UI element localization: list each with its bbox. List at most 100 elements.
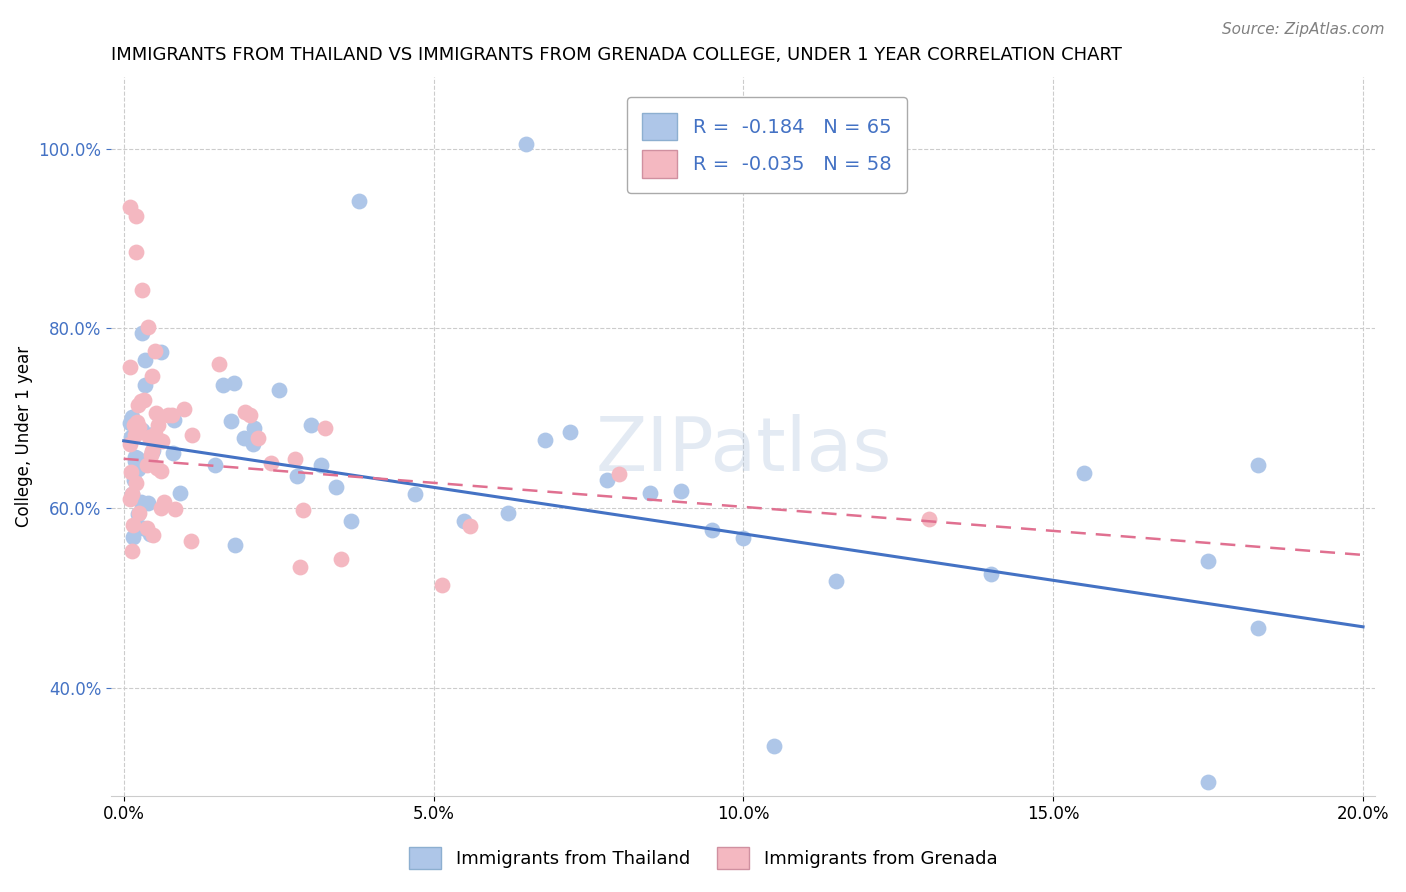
Point	[118, 200, 141, 214]
Point	[128, 420, 150, 434]
Point	[169, 486, 191, 500]
Point	[596, 473, 619, 487]
Point	[118, 492, 141, 507]
Point	[131, 393, 153, 408]
Point	[163, 501, 186, 516]
Point	[120, 430, 142, 444]
Point	[127, 462, 149, 476]
Point	[702, 523, 724, 537]
Point	[125, 209, 148, 223]
Point	[136, 496, 159, 510]
Point	[267, 383, 290, 397]
Point	[142, 528, 165, 542]
Point	[142, 442, 165, 457]
Point	[141, 369, 163, 384]
Point	[496, 506, 519, 520]
Point	[347, 194, 370, 208]
Point	[825, 574, 848, 588]
Point	[124, 418, 146, 433]
Point	[162, 446, 184, 460]
Point	[640, 485, 662, 500]
Text: ZIPatlas: ZIPatlas	[595, 414, 891, 487]
Text: Source: ZipAtlas.com: Source: ZipAtlas.com	[1222, 22, 1385, 37]
Point	[134, 378, 156, 392]
Point	[211, 377, 233, 392]
Point	[558, 425, 581, 440]
Point	[285, 469, 308, 483]
Point	[127, 398, 149, 412]
Y-axis label: College, Under 1 year: College, Under 1 year	[15, 346, 32, 527]
Point	[141, 444, 163, 458]
Point	[233, 431, 256, 445]
Point	[131, 495, 153, 509]
Point	[149, 464, 172, 478]
Point	[118, 360, 141, 375]
Point	[136, 456, 159, 470]
Point	[128, 506, 150, 520]
Point	[146, 418, 169, 433]
Text: IMMIGRANTS FROM THAILAND VS IMMIGRANTS FROM GRENADA COLLEGE, UNDER 1 YEAR CORREL: IMMIGRANTS FROM THAILAND VS IMMIGRANTS F…	[111, 46, 1122, 64]
Point	[146, 461, 169, 475]
Point	[515, 137, 537, 152]
Point	[314, 421, 336, 435]
Point	[132, 521, 155, 535]
Point	[219, 414, 242, 428]
Point	[243, 421, 266, 435]
Point	[163, 413, 186, 427]
Point	[131, 283, 153, 297]
Point	[330, 552, 353, 566]
Point	[260, 456, 283, 470]
Point	[208, 357, 231, 371]
Point	[124, 476, 146, 491]
Point	[156, 408, 179, 422]
Point	[145, 426, 167, 441]
Point	[1247, 458, 1270, 472]
Point	[432, 578, 454, 592]
Point	[233, 405, 256, 419]
Point	[340, 514, 363, 528]
Point	[142, 426, 165, 441]
Point	[242, 437, 264, 451]
Point	[173, 402, 195, 417]
Point	[121, 410, 143, 425]
Point	[124, 428, 146, 442]
Point	[733, 531, 755, 545]
Point	[143, 343, 166, 358]
Point	[135, 458, 157, 472]
Point	[238, 408, 260, 422]
Legend: Immigrants from Thailand, Immigrants from Grenada: Immigrants from Thailand, Immigrants fro…	[399, 838, 1007, 879]
Point	[180, 533, 202, 548]
Point	[122, 518, 145, 533]
Point	[453, 514, 475, 528]
Point	[125, 245, 148, 260]
Point	[149, 501, 172, 516]
Point	[127, 451, 149, 466]
Point	[121, 487, 143, 501]
Point	[980, 566, 1002, 581]
Point	[134, 353, 156, 368]
Point	[299, 417, 322, 432]
Point	[150, 345, 173, 359]
Point	[138, 319, 160, 334]
Point	[534, 433, 557, 447]
Point	[458, 518, 481, 533]
Point	[120, 465, 142, 479]
Point	[1197, 775, 1219, 789]
Point	[122, 529, 145, 543]
Point	[152, 434, 174, 449]
Point	[141, 444, 163, 458]
Point	[1247, 621, 1270, 635]
Point	[142, 435, 165, 450]
Point	[291, 502, 314, 516]
Point	[288, 560, 311, 574]
Point	[224, 538, 246, 552]
Point	[131, 326, 153, 340]
Point	[1073, 467, 1095, 481]
Point	[180, 428, 202, 442]
Point	[122, 473, 145, 487]
Point	[609, 467, 631, 481]
Point	[222, 376, 245, 391]
Point	[124, 454, 146, 468]
Point	[127, 415, 149, 429]
Point	[128, 424, 150, 438]
